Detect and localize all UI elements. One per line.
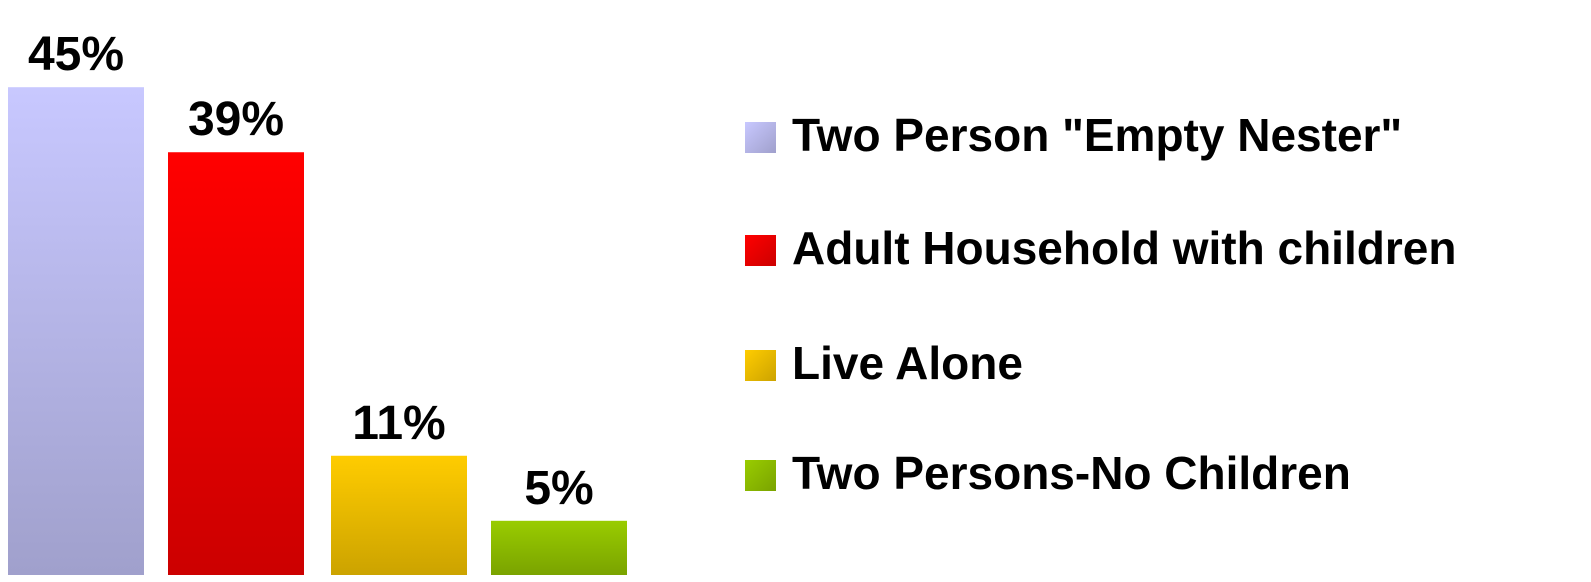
data-label: 11% <box>352 397 445 450</box>
legend-label: Adult Household with children <box>792 222 1456 274</box>
legend-label: Two Persons-No Children <box>792 447 1351 499</box>
bar <box>491 520 627 575</box>
data-label: 45% <box>28 28 124 81</box>
legend-swatch <box>745 350 776 381</box>
bar <box>331 455 467 575</box>
data-label: 39% <box>188 93 284 146</box>
data-label: 5% <box>524 462 593 515</box>
bar <box>8 87 144 575</box>
bar <box>168 152 304 576</box>
legend-swatch <box>745 122 776 153</box>
legend-label: Two Person "Empty Nester" <box>792 109 1402 161</box>
legend-swatch <box>745 235 776 266</box>
legend-swatch <box>745 460 776 491</box>
legend-label: Live Alone <box>792 337 1023 389</box>
